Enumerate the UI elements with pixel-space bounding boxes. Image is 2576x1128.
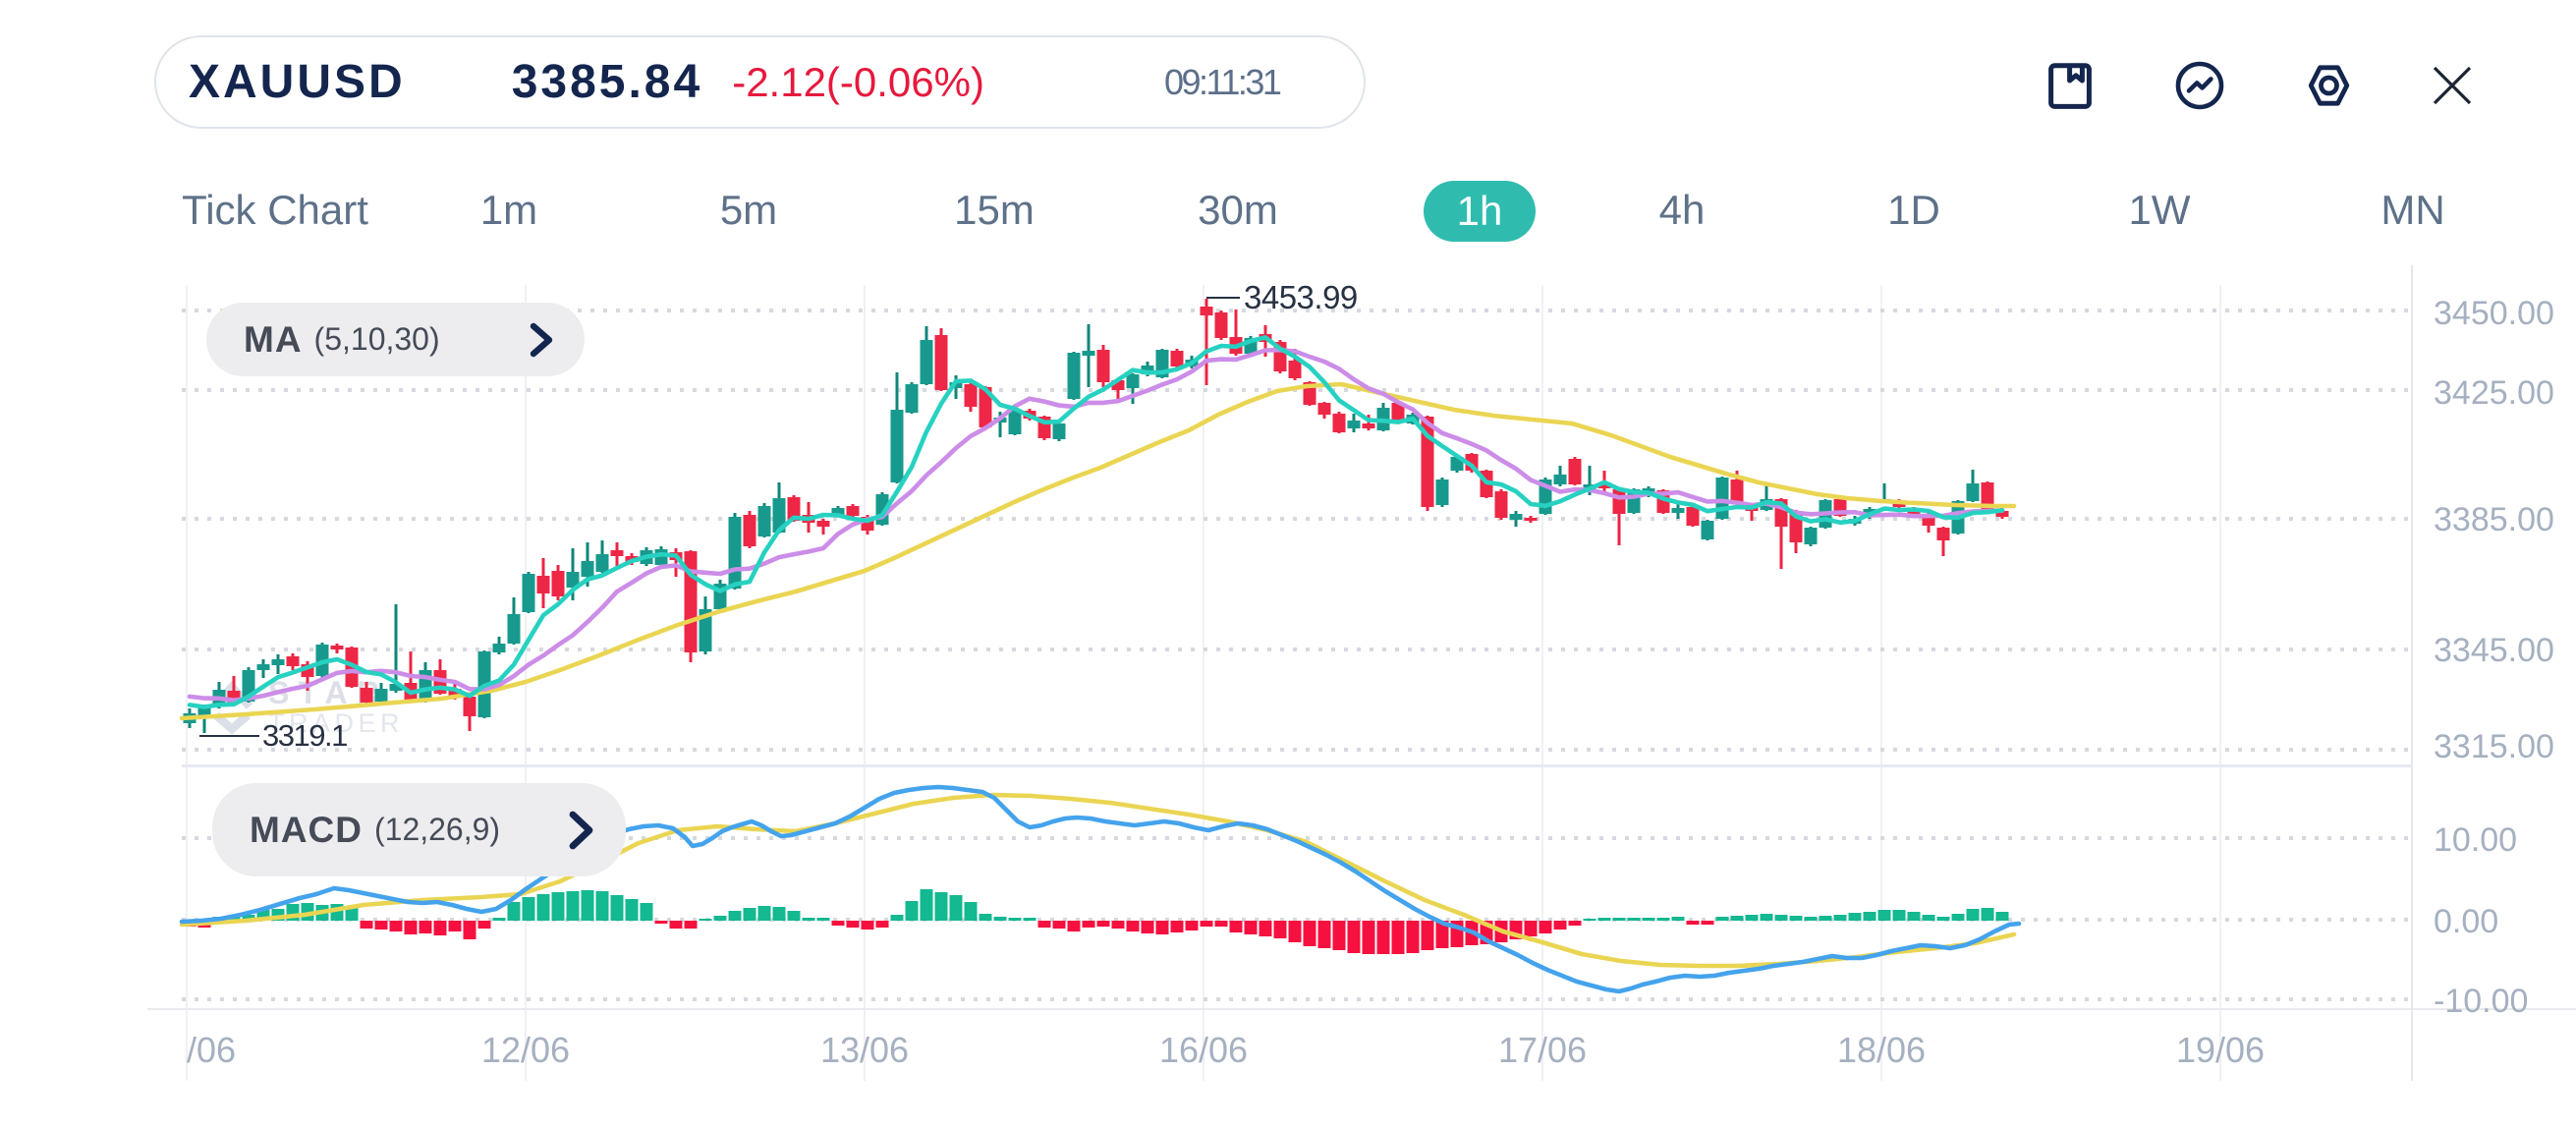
svg-text:19/06: 19/06: [2176, 1030, 2265, 1070]
svg-text:17/06: 17/06: [1498, 1030, 1587, 1070]
svg-text:3385.00: 3385.00: [2434, 501, 2554, 538]
svg-text:0.00: 0.00: [2434, 903, 2498, 940]
svg-text:18/06: 18/06: [1837, 1030, 1926, 1070]
svg-text:3450.00: 3450.00: [2434, 295, 2554, 332]
svg-text:3425.00: 3425.00: [2434, 374, 2554, 412]
svg-text:3315.00: 3315.00: [2434, 728, 2554, 765]
svg-text:10.00: 10.00: [2434, 821, 2517, 859]
svg-text:/06: /06: [187, 1030, 236, 1070]
svg-text:12/06: 12/06: [481, 1030, 570, 1070]
svg-text:3345.00: 3345.00: [2434, 632, 2554, 669]
svg-text:-10.00: -10.00: [2434, 983, 2528, 1020]
svg-text:13/06: 13/06: [820, 1030, 909, 1070]
svg-text:3319.1: 3319.1: [262, 718, 347, 753]
svg-text:16/06: 16/06: [1159, 1030, 1248, 1070]
svg-text:3453.99: 3453.99: [1244, 279, 1358, 315]
